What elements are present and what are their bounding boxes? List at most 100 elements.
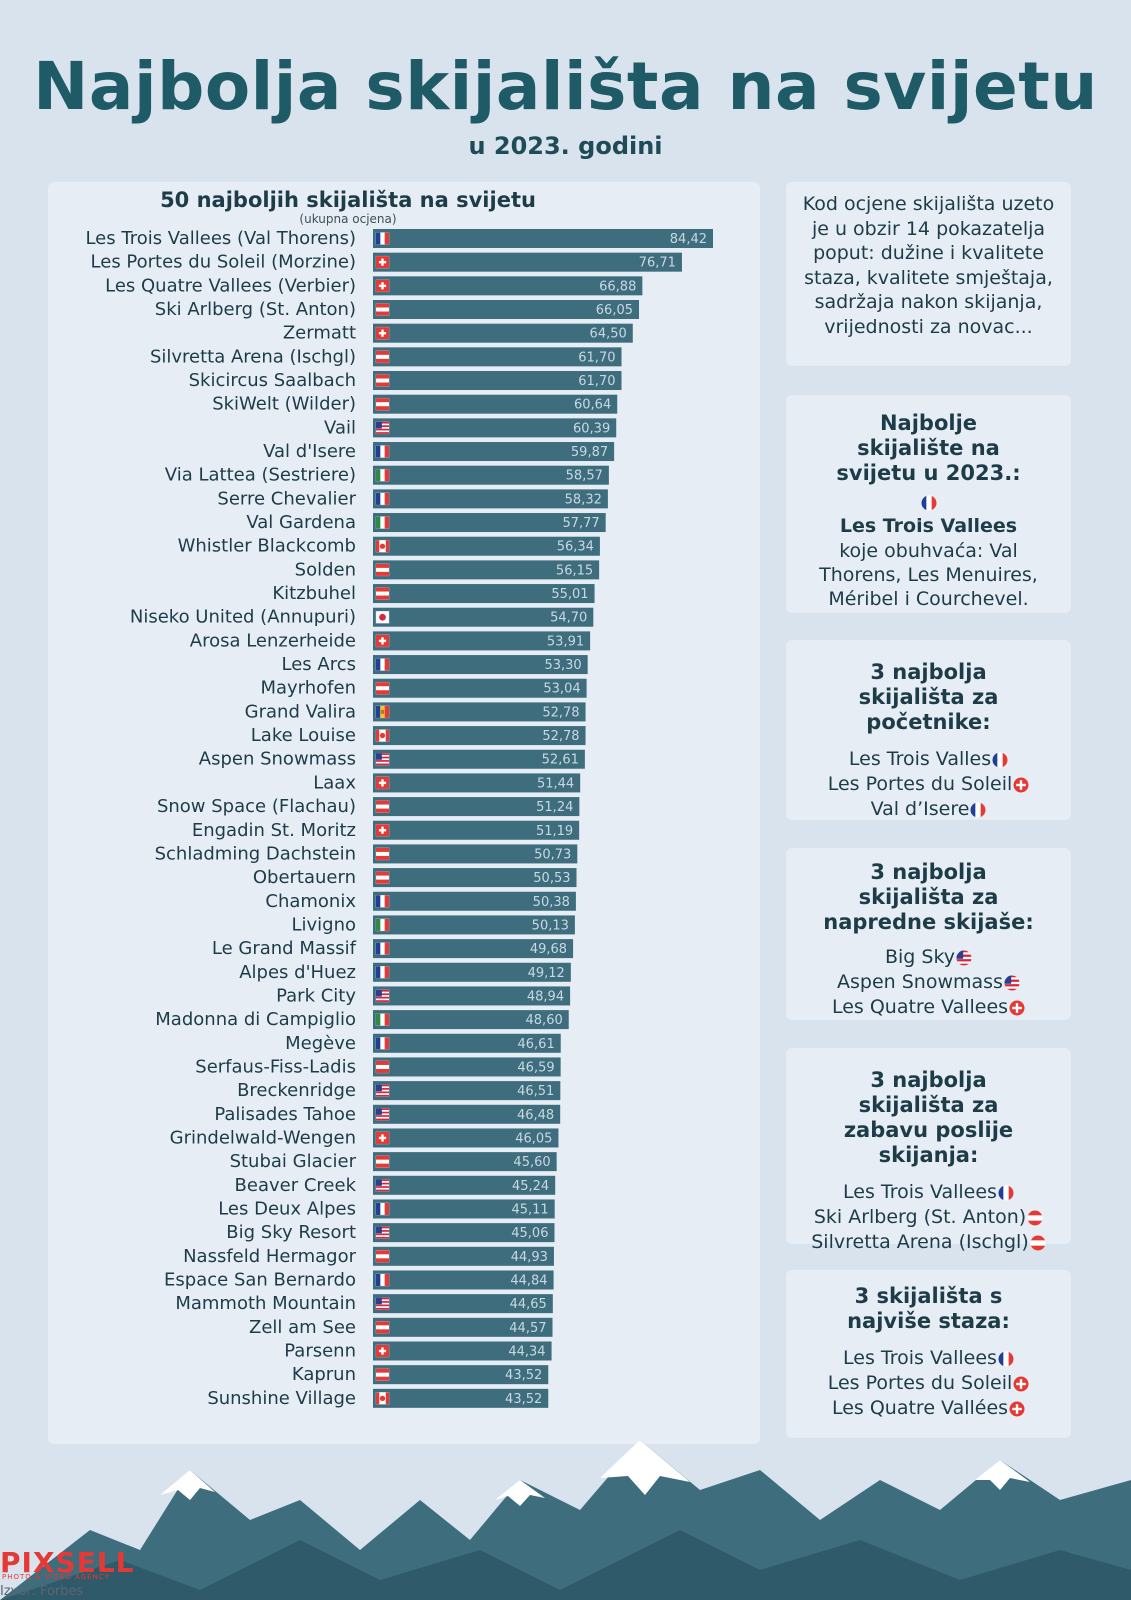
list-item-name: Les Quatre Vallées (831, 1397, 1009, 1419)
category-label: Les Portes du Soleil (Morzine) (91, 252, 356, 273)
list-heading: 3 najbolja skijališta za napredne skijaš… (823, 860, 1034, 934)
flag-at-icon (375, 1321, 390, 1334)
bar (373, 347, 622, 367)
flag-at-icon (375, 303, 390, 316)
list-item-name: Les Trois Valles (848, 748, 992, 770)
bar (373, 229, 713, 248)
category-label: Espace San Bernardo (164, 1269, 356, 1290)
category-label: Niseko United (Annupuri) (130, 607, 356, 628)
flag-us-icon (956, 950, 972, 965)
category-label: Les Trois Vallees (Val Thorens) (85, 228, 356, 249)
bar-row: Via Lattea (Sestriere) 58,57 (165, 465, 609, 486)
bar-row: Kitzbuhel 55,01 (272, 583, 595, 604)
flag-fr-icon (375, 492, 390, 506)
bar (373, 1270, 554, 1290)
flag-it-icon (375, 516, 390, 529)
value-label: 50,38 (533, 895, 570, 910)
list-item: Les Trois Vallees (786, 1346, 1071, 1371)
flag-fr-icon (375, 232, 390, 245)
category-label: Whistler Blackcomb (178, 536, 356, 557)
flag-fr-icon (375, 1273, 390, 1287)
best-resort-name: Les Trois Vallees (839, 515, 1018, 537)
flag-at-icon (1030, 1235, 1046, 1250)
category-label: Megève (285, 1033, 356, 1054)
bar-row: Livigno 50,13 (291, 914, 575, 935)
value-label: 64,50 (590, 327, 627, 342)
bar-row: Serfaus-Fiss-Ladis 46,59 (195, 1056, 561, 1077)
bar (373, 1033, 561, 1053)
category-label: Le Grand Massif (212, 938, 357, 959)
value-label: 49,68 (530, 942, 567, 957)
flag-ch-icon (375, 634, 390, 648)
category-label: Obertauern (253, 867, 356, 888)
value-label: 46,48 (517, 1108, 554, 1123)
flag-us-icon (1004, 975, 1020, 990)
value-label: 52,78 (542, 705, 579, 720)
category-label: Nassfeld Hermagor (183, 1246, 357, 1267)
category-label: Schladming Dachstein (155, 843, 356, 864)
bar-row: Megève 46,61 (285, 1033, 561, 1054)
value-label: 44,84 (510, 1273, 547, 1288)
list-item: Aspen Snowmass (786, 970, 1071, 995)
flag-ch-icon (375, 824, 390, 837)
bar-row: Snow Space (Flachau) 51,24 (157, 796, 580, 817)
bar-row: SkiWelt (Wilder) 60,64 (212, 394, 618, 415)
bar (373, 465, 609, 485)
flag-at-icon (1027, 1210, 1043, 1225)
category-label: Palisades Tahoe (214, 1104, 356, 1125)
flag-ch-icon (375, 776, 390, 790)
flag-fr-icon (375, 942, 390, 955)
flag-ch-icon (375, 279, 390, 293)
value-label: 48,94 (527, 989, 564, 1004)
value-label: 58,57 (566, 469, 603, 484)
category-label: Parsenn (284, 1340, 356, 1361)
bar (373, 844, 578, 864)
value-label: 51,19 (536, 824, 573, 839)
bar-row: Arosa Lenzerheide 53,91 (190, 630, 591, 651)
list-item: Val d’Isere (786, 797, 1071, 822)
list-item: Ski Arlberg (St. Anton) (786, 1205, 1071, 1230)
bar (373, 560, 600, 580)
flag-at-icon (375, 563, 390, 577)
bar-row: Big Sky Resort 45,06 (226, 1222, 555, 1243)
flag-it-icon (375, 918, 390, 932)
value-label: 53,04 (543, 682, 580, 697)
category-label: Big Sky Resort (226, 1222, 356, 1243)
category-label: Serre Chevalier (217, 488, 356, 509)
category-label: Les Deux Alpes (218, 1198, 356, 1219)
bar-row: Les Deux Alpes 45,11 (218, 1198, 555, 1219)
bar-row: Serre Chevalier 58,32 (217, 488, 608, 509)
flag-us-icon (375, 1084, 390, 1097)
category-label: Breckenridge (237, 1080, 356, 1101)
flag-us-icon (375, 1297, 390, 1310)
flag-fr-icon (970, 802, 986, 817)
bar (373, 276, 643, 296)
bar (373, 891, 576, 911)
value-label: 76,71 (639, 256, 676, 271)
category-label: Ski Arlberg (St. Anton) (155, 299, 356, 320)
value-label: 48,60 (526, 1013, 563, 1028)
list-item-name: Ski Arlberg (St. Anton) (813, 1206, 1027, 1228)
bar (373, 1294, 553, 1314)
bar (373, 584, 595, 604)
bar-row: Zermatt 64,50 (283, 323, 633, 344)
bar-row: Engadin St. Moritz 51,19 (192, 820, 580, 841)
flag-us-icon (375, 1226, 390, 1239)
snow-cap (160, 1470, 215, 1500)
bar-row: Park City 48,94 (276, 985, 571, 1006)
value-label: 66,88 (599, 279, 636, 294)
bar-row: Whistler Blackcomb 56,34 (178, 536, 600, 557)
list-item: Les Quatre Vallees (786, 995, 1071, 1020)
bar (373, 394, 618, 414)
category-label: SkiWelt (Wilder) (212, 394, 356, 415)
value-label: 61,70 (578, 350, 615, 365)
bar (373, 678, 587, 698)
bar-row: Vail 60,39 (324, 417, 617, 438)
bar-row: Sunshine Village 43,52 (207, 1388, 549, 1409)
flag-at-icon (375, 374, 390, 387)
bar-row: Val d'Isere 59,87 (263, 441, 615, 462)
list-heading: 3 najbolja skijališta za zabavu poslije … (843, 1068, 1014, 1167)
bar-row: Parsenn 44,34 (284, 1340, 552, 1361)
value-label: 44,65 (510, 1297, 547, 1312)
flag-ch-icon (1013, 1376, 1029, 1391)
